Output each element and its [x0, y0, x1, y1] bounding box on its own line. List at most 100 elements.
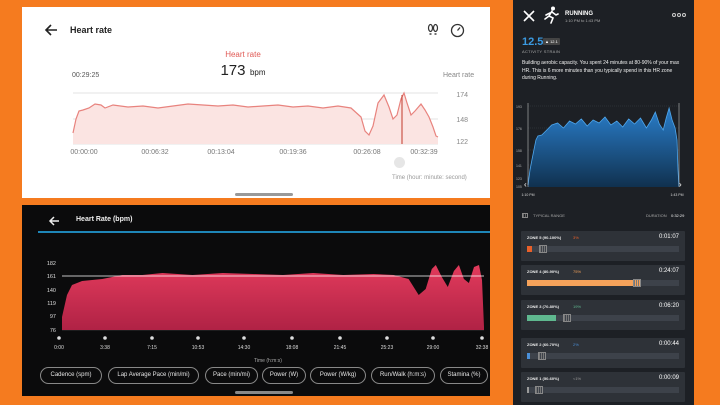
- heart-rate-chart[interactable]: 193 176 158 141 123 105 1:10 PM 1:43 PM: [513, 0, 694, 405]
- metric-button[interactable]: Stamina (%): [440, 367, 488, 384]
- metric-button[interactable]: Cadence (spm): [40, 367, 102, 384]
- zone-percent: 75%: [573, 269, 582, 274]
- zone-bar: [527, 315, 556, 321]
- zone-name: ZONE 1 (50-60%): [527, 376, 560, 381]
- x-axis-title: Time (h:m:s): [254, 358, 282, 364]
- zone-bar: [527, 387, 529, 393]
- typical-range-marker: [633, 279, 642, 287]
- footsteps-icon[interactable]: [426, 23, 440, 37]
- zone-track: [527, 246, 679, 252]
- metric-button[interactable]: Power (W): [262, 367, 306, 384]
- zone-row[interactable]: ZONE 2 (60-70%) 2% 0:00:44: [521, 338, 685, 368]
- selected-point-value: 173 bpm: [198, 62, 288, 80]
- heart-rate-chart[interactable]: 174 148 122 00:00:00 00:06:32 00:13:04 00:19:3…: [22, 7, 490, 198]
- heart-rate-area-chart[interactable]: 182 161 140 119 97 76 0:00 3:38 7:15 10:53 14:30 18…: [22, 205, 490, 396]
- dark-heart-rate-panel: Heart Rate (bpm) 182 161 140 119 97 76 0:00 3:3…: [22, 205, 490, 396]
- zone-track: [527, 353, 679, 359]
- x-tick-label: 00:32:39: [410, 149, 437, 156]
- zone-name: ZONE 3 (70-80%): [527, 304, 560, 309]
- metric-button[interactable]: Lap Average Pace (min/mi): [108, 367, 199, 384]
- scrubber-handle[interactable]: [394, 157, 405, 168]
- strain-description: Building aerobic capacity. You spent 24 …: [522, 60, 680, 81]
- zone-time: 0:24:07: [658, 268, 679, 274]
- activity-time-range: 1:10 PM to 1:43 PM: [565, 18, 601, 23]
- x-tick-label: 00:13:04: [207, 149, 234, 156]
- x-tick-dot: [290, 336, 294, 340]
- x-tick-label: 0:00: [54, 345, 64, 351]
- selected-unit: bpm: [249, 68, 266, 77]
- y-tick-label: 123: [516, 177, 522, 181]
- strain-label: ACTIVITY STRAIN: [522, 49, 561, 54]
- heart-rate-line: [72, 91, 439, 138]
- zone-time: 0:06:20: [658, 303, 679, 309]
- gauge-icon[interactable]: [450, 23, 465, 38]
- x-tick-label: 14:30: [238, 345, 251, 351]
- x-tick-dot: [431, 336, 435, 340]
- x-tick-label: 3:38: [100, 345, 110, 351]
- x-tick-label: 10:53: [192, 345, 205, 351]
- zone-name: ZONE 4 (80-90%): [527, 269, 560, 274]
- y-tick-label: 105: [516, 185, 522, 189]
- x-tick-label: 32:38: [476, 345, 489, 351]
- y-tick-label: 140: [47, 288, 56, 294]
- typical-range-marker: [563, 314, 572, 322]
- zone-percent: 19%: [573, 304, 582, 309]
- zone-track: [527, 315, 679, 321]
- zone-bar: [527, 353, 531, 359]
- x-tick-dot: [242, 336, 246, 340]
- zone-row[interactable]: ZONE 5 (90-100%) 3% 0:01:07: [521, 231, 685, 261]
- zone-row[interactable]: ZONE 4 (80-90%) 75% 0:24:07: [521, 265, 685, 295]
- x-tick-dot: [57, 336, 61, 340]
- metric-button[interactable]: Power (W/kg): [310, 367, 366, 384]
- x-axis-title: Time (hour: minute: second): [392, 175, 467, 181]
- selected-point-label: Heart rate: [225, 50, 261, 59]
- x-tick-label: 00:06:32: [141, 149, 168, 156]
- x-tick-label: 7:15: [147, 345, 157, 351]
- zone-bar: [527, 246, 532, 252]
- typical-range-marker: [535, 386, 544, 394]
- heart-rate-area: [73, 93, 438, 144]
- y-tick-label: 161: [47, 274, 56, 280]
- x-tick-label: 25:23: [381, 345, 394, 351]
- strain-badge: ▲ 12.1: [543, 38, 560, 45]
- x-tick-label: 00:19:36: [279, 149, 306, 156]
- x-tick-dot: [385, 336, 389, 340]
- zone-percent: 3%: [573, 235, 579, 240]
- duration-label: DURATION: [646, 213, 667, 218]
- y-tick-label: 76: [50, 328, 56, 334]
- close-icon[interactable]: [523, 10, 535, 22]
- page-title: Heart rate: [70, 25, 113, 35]
- selected-value: 173: [220, 62, 246, 79]
- chevron-right-icon[interactable]: ›: [679, 180, 682, 189]
- light-heart-rate-panel: Heart rate Heart rate 173 bpm 00:29:25 H…: [22, 7, 490, 198]
- header-divider: [38, 231, 490, 233]
- chevron-left-icon[interactable]: ‹: [524, 180, 527, 189]
- duration-value: 0:32:29: [671, 213, 685, 218]
- metric-button[interactable]: Run/Walk (h:m:s): [371, 367, 435, 384]
- home-indicator: [235, 391, 293, 394]
- back-arrow-icon[interactable]: [48, 215, 60, 227]
- metric-button[interactable]: Pace (min/mi): [205, 367, 258, 384]
- x-tick-label: 29:00: [427, 345, 440, 351]
- back-arrow-icon[interactable]: [44, 23, 58, 37]
- selected-point-time: 00:29:25: [72, 72, 100, 79]
- zone-time: 0:00:09: [658, 375, 679, 381]
- x-tick-label: 00:26:08: [353, 149, 380, 156]
- x-tick-dot: [196, 336, 200, 340]
- heart-rate-line: [527, 106, 680, 187]
- more-icon[interactable]: [671, 12, 687, 18]
- y-tick-label: 148: [456, 117, 468, 124]
- heart-rate-area: [62, 265, 484, 330]
- typical-range-label: TYPICAL RANGE: [533, 213, 565, 218]
- zone-row[interactable]: ZONE 3 (70-80%) 19% 0:06:20: [521, 300, 685, 330]
- strain-value: 12.5: [522, 36, 544, 48]
- x-end-label: 1:43 PM: [670, 193, 683, 197]
- x-start-label: 1:10 PM: [521, 193, 534, 197]
- typical-range-marker: [537, 352, 546, 360]
- zone-percent: 2%: [573, 342, 579, 347]
- zone-percent: <1%: [573, 376, 582, 381]
- activity-name: RUNNING: [565, 11, 593, 17]
- y-tick-label: 158: [516, 149, 522, 153]
- zone-row[interactable]: ZONE 1 (50-60%) <1% 0:00:09: [521, 372, 685, 402]
- x-tick-dot: [150, 336, 154, 340]
